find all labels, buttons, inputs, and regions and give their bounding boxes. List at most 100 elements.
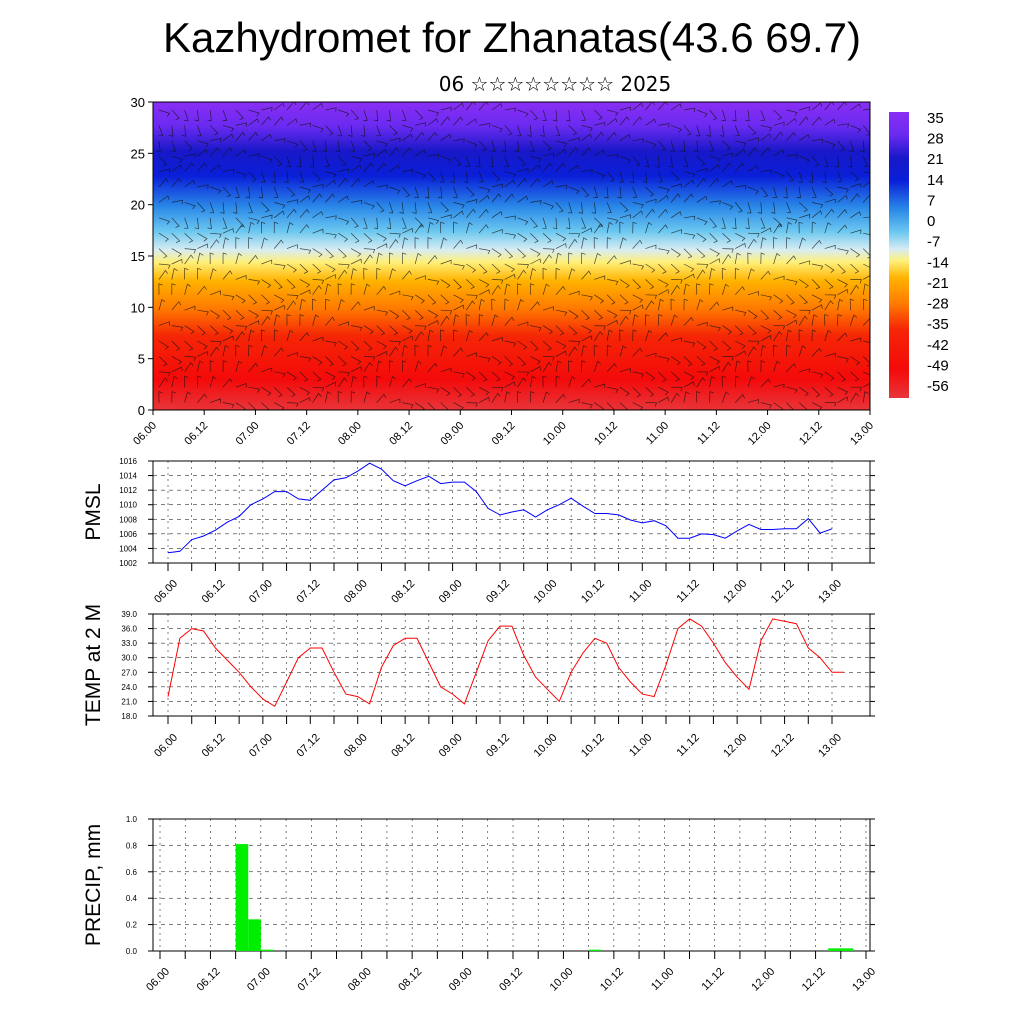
wind-barb [504,156,510,167]
wind-barb [568,125,578,136]
wind-barb [824,294,837,299]
xtick-label: 13.00 [850,966,878,994]
xtick-label: 10.12 [579,578,607,606]
wind-barb [658,371,667,382]
wind-barb [210,137,222,143]
ytick-label: 0.0 [126,947,138,956]
wind-barb [581,345,588,357]
wind-barb [529,375,536,388]
wind-barb [619,171,624,183]
wind-barb [658,248,670,255]
wind-barb [530,325,542,332]
wind-barb [220,202,225,214]
wind-barb [427,237,432,249]
wind-barb [735,340,746,350]
wind-barb [376,267,381,280]
wind-barb [363,109,368,121]
wind-barb [645,329,653,342]
wind-barb [594,217,603,228]
xtick-label: 10.00 [532,732,560,760]
wind-barb [517,340,528,350]
series-line [167,462,833,554]
wind-barb [606,344,612,357]
wind-barb [158,321,170,326]
wind-barb [709,375,716,388]
wind-barb [747,360,752,372]
wind-barb [581,270,592,280]
wind-barb [197,351,209,357]
wind-barb [312,193,323,203]
wind-barb [414,309,424,320]
wind-barb [645,263,656,273]
wind-barb [210,398,221,403]
wind-barb [837,248,849,255]
wind-barb [414,149,426,157]
wind-barb [504,298,509,311]
wind-barb [594,331,603,342]
heatmap-xtick-label: 10.12 [592,420,620,448]
wind-barb [645,222,653,234]
wind-barb [414,402,425,410]
wind-barb [299,208,310,219]
wind-barb [299,279,311,288]
wind-barb [850,211,861,219]
wind-barb [325,193,335,203]
wind-barb [478,224,489,234]
wind-barb [645,244,657,250]
warm-spot [767,362,860,410]
wind-barb [158,377,168,388]
wind-barb [837,263,846,274]
wind-barb [478,386,490,396]
xtick-label: 06.12 [200,578,228,606]
colorbar-label: -21 [927,275,949,292]
wind-barb [517,217,529,226]
wind-barb [453,347,464,357]
wind-barb [363,375,368,388]
wind-barb [248,362,259,373]
wind-barb [747,268,755,280]
wind-barb [286,156,291,167]
wind-barb [837,356,849,363]
ytick-label: 30.0 [121,654,137,663]
wind-barb [786,363,797,373]
wind-barb [862,180,870,188]
wind-barb [414,331,424,342]
wind-barb [261,214,273,220]
wind-barb [261,309,273,315]
wind-barb [338,340,349,350]
wind-barb [233,202,238,214]
wind-barb [273,102,285,111]
wind-barb [786,279,798,286]
wind-barb [670,337,683,342]
wind-barb [466,386,476,397]
wind-barb [670,171,680,182]
wind-barb [760,169,773,174]
wind-barb [322,140,327,153]
wind-barb [850,392,859,403]
wind-barb [209,376,217,388]
wind-barb [722,152,734,158]
wind-barb [658,332,669,342]
wind-barb [543,152,555,158]
wind-barb [248,344,253,357]
wind-barb [491,314,499,326]
wind-barb [299,263,309,274]
wind-barb [850,125,862,133]
wind-barb [171,232,181,244]
wind-barb [658,186,670,194]
wind-barb [696,321,708,327]
wind-barb [863,232,870,236]
wind-barb [619,202,629,213]
wind-barb [261,402,270,410]
wind-barb [197,375,202,388]
wind-barb [568,309,579,319]
wind-barb [607,217,619,224]
wind-barb [606,294,616,305]
wind-barb [734,252,741,265]
wind-barb [440,309,453,315]
wind-barb [632,186,638,198]
wind-barb [197,232,208,242]
wind-barb [696,195,708,203]
wind-barb [670,103,682,111]
wind-barb [594,223,604,234]
